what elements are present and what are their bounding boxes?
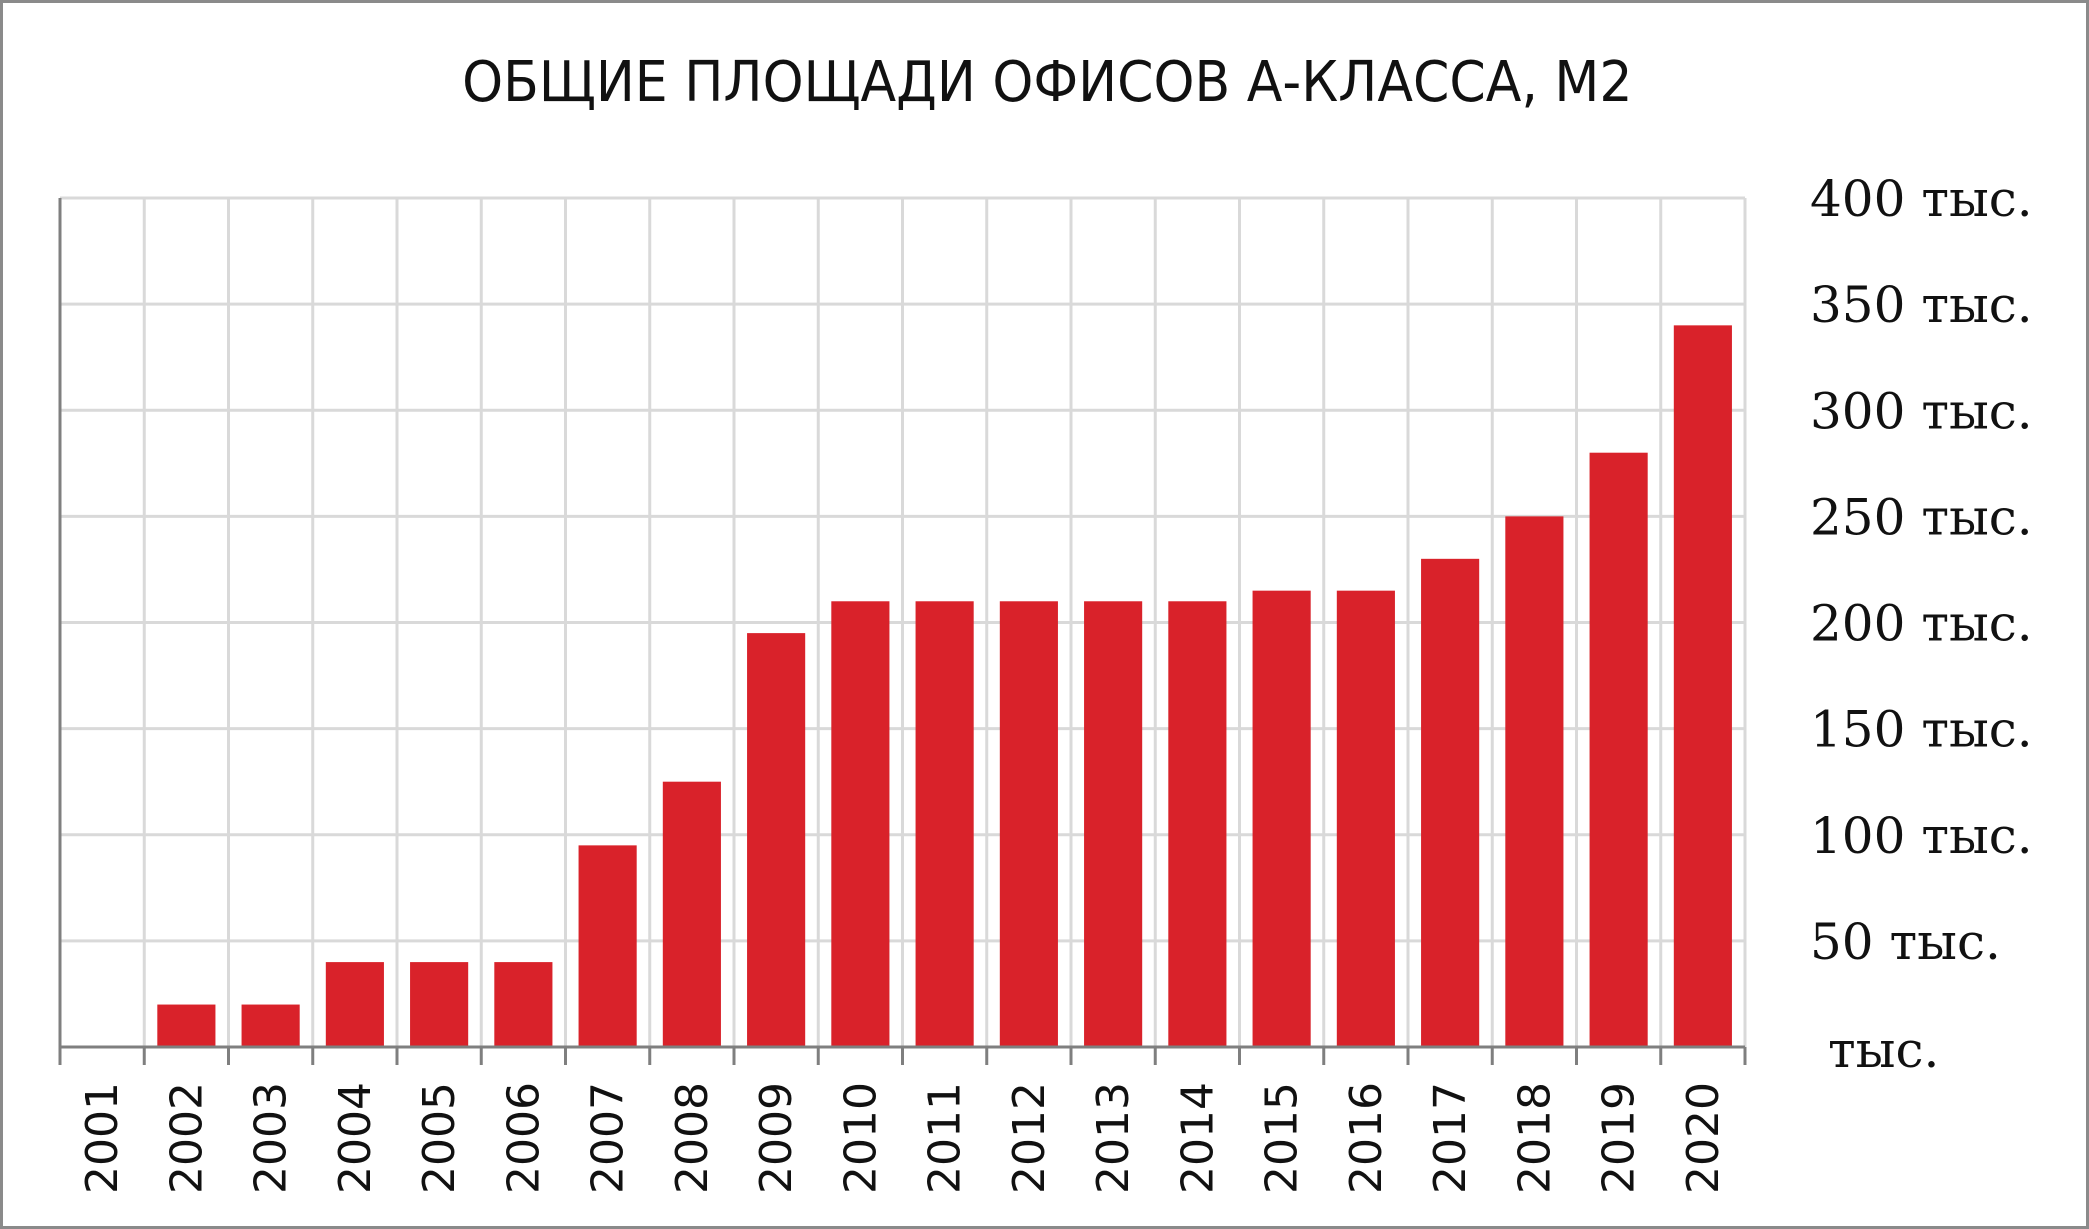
- x-tick-label: 2020: [1678, 1082, 1729, 1194]
- bar-2019: [1589, 452, 1648, 1047]
- tick-labels: тыс. 50 тыс. 100 тыс. 150 тыс. 200 тыс. 250 т…: [77, 170, 2033, 1194]
- x-tick-label: 2017: [1425, 1082, 1476, 1194]
- x-tick-label: 2007: [583, 1082, 634, 1194]
- bar-2013: [1084, 601, 1143, 1047]
- grid-lines: [58, 196, 1747, 1047]
- x-tick-label: 2013: [1088, 1082, 1139, 1194]
- x-tick-label: 2005: [414, 1082, 465, 1194]
- bar-2015: [1252, 590, 1311, 1047]
- x-tick-label: 2015: [1257, 1082, 1308, 1194]
- chart-title: ОБЩИЕ ПЛОЩАДИ ОФИСОВ А-КЛАССА, М2: [462, 50, 1633, 115]
- x-tick-label: 2008: [667, 1082, 718, 1194]
- bar-2020: [1673, 325, 1732, 1048]
- y-tick-label: 50 тыс.: [1810, 913, 2001, 971]
- y-tick-label: 250 тыс.: [1810, 488, 2033, 546]
- x-tick-label: 2019: [1594, 1082, 1645, 1194]
- bar-2017: [1421, 558, 1480, 1047]
- y-tick-label: 300 тыс.: [1810, 382, 2033, 440]
- y-tick-label: 200 тыс.: [1810, 595, 2033, 653]
- x-tick-label: 2003: [246, 1082, 297, 1194]
- x-tick-label: 2018: [1509, 1082, 1560, 1194]
- x-tick-label: 2012: [1004, 1082, 1055, 1194]
- bar-2004: [325, 962, 384, 1047]
- y-tick-label: 350 тыс.: [1810, 276, 2033, 334]
- bar-2009: [747, 633, 806, 1047]
- bar-2010: [831, 601, 890, 1047]
- bar-2016: [1336, 590, 1395, 1047]
- bar-2014: [1168, 601, 1227, 1047]
- x-tick-label: 2011: [920, 1082, 971, 1194]
- bar-2018: [1505, 516, 1564, 1047]
- x-tick-label: 2016: [1341, 1082, 1392, 1194]
- x-tick-label: 2009: [751, 1082, 802, 1194]
- bar-2002: [157, 1004, 216, 1047]
- y-tick-label: 150 тыс.: [1810, 701, 2033, 759]
- bars: [157, 325, 1732, 1048]
- x-tick-label: 2014: [1172, 1082, 1223, 1194]
- axes: [58, 198, 1747, 1065]
- y-tick-label: тыс.: [1828, 1021, 1939, 1079]
- x-tick-label: 2004: [330, 1082, 381, 1194]
- y-tick-label: 400 тыс.: [1810, 170, 2033, 228]
- bar-2012: [999, 601, 1058, 1047]
- bar-2003: [241, 1004, 300, 1047]
- y-tick-label: 100 тыс.: [1810, 807, 2033, 865]
- x-tick-label: 2002: [161, 1082, 212, 1194]
- x-tick-label: 2006: [498, 1082, 549, 1194]
- bar-2007: [578, 845, 637, 1047]
- bar-2005: [410, 962, 469, 1047]
- bar-2011: [915, 601, 974, 1047]
- x-tick-label: 2001: [77, 1082, 128, 1194]
- x-tick-label: 2010: [835, 1082, 886, 1194]
- bar-2008: [662, 781, 721, 1047]
- bar-2006: [494, 962, 553, 1047]
